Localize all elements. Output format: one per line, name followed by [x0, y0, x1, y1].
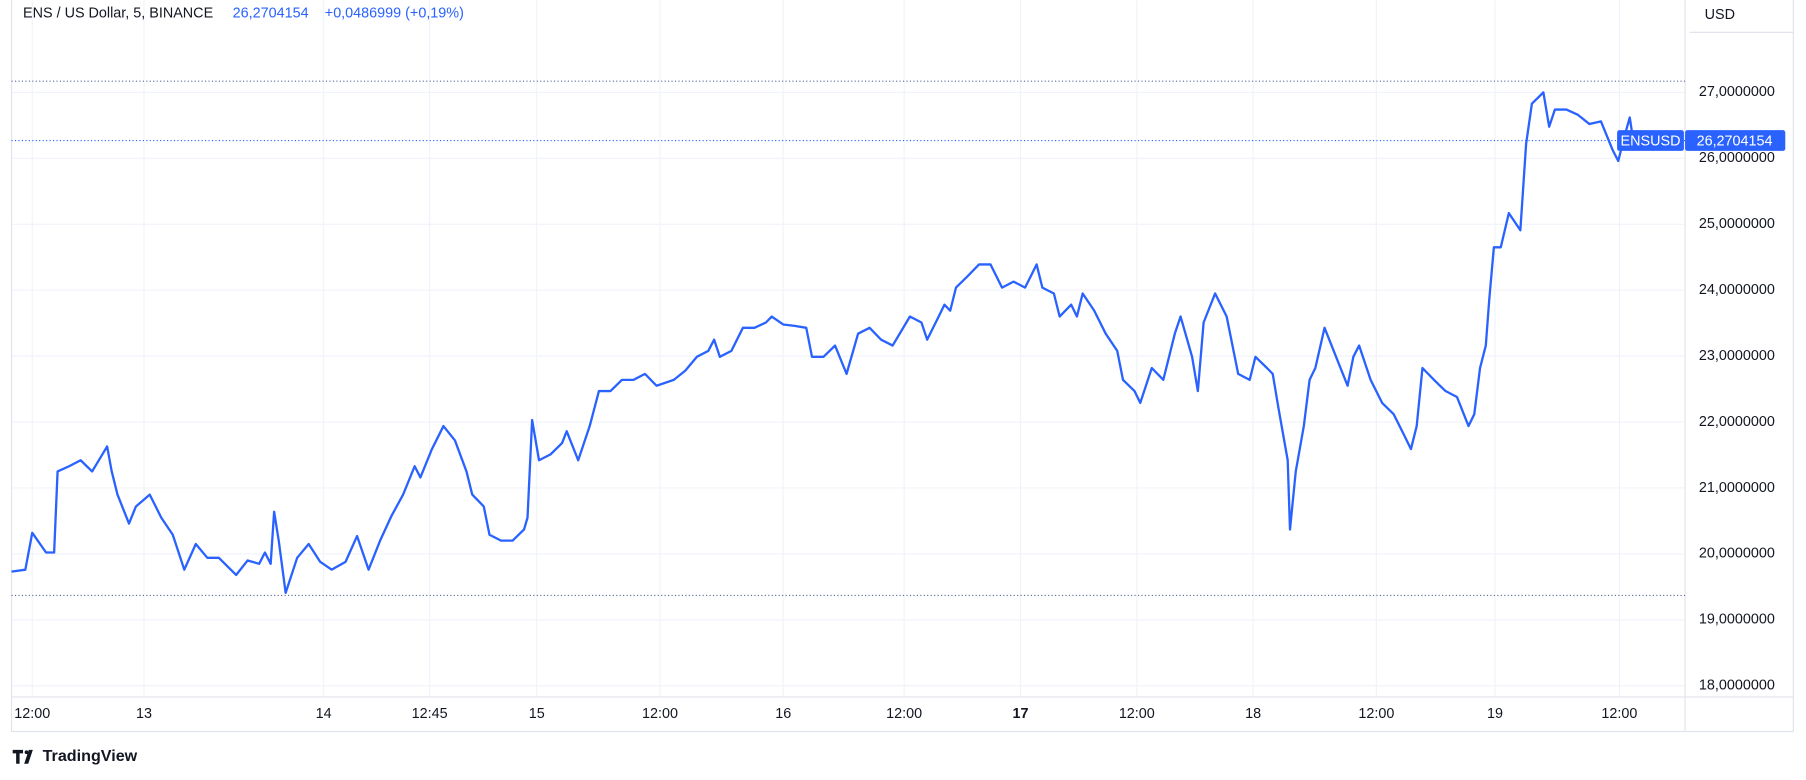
- plot: [11, 80, 1686, 597]
- x-tick-label: 19: [1487, 706, 1503, 722]
- brand-name: TradingView: [43, 747, 138, 765]
- price-line: [11, 91, 1635, 594]
- x-tick-label: 13: [136, 706, 152, 722]
- y-tick-label: 23,0000000: [1699, 348, 1775, 364]
- x-tick-label: 12:00: [886, 706, 922, 722]
- price-label: 26,2704154: [1697, 133, 1773, 149]
- series-label-box: [1617, 130, 1684, 151]
- x-tick-label: 12:45: [412, 706, 448, 722]
- logo-dot: [24, 750, 29, 755]
- y-tick-label: 22,0000000: [1699, 414, 1775, 430]
- y-tick-label: 25,0000000: [1699, 216, 1775, 232]
- x-tick-label: 18: [1245, 706, 1261, 722]
- x-tick-label: 14: [316, 706, 332, 722]
- y-tick-label: 20,0000000: [1699, 546, 1775, 562]
- x-tick-label: 12:00: [1601, 706, 1637, 722]
- symbol-title: ENS / US Dollar, 5, BINANCE: [23, 6, 213, 22]
- currency[interactable]: USD: [1705, 7, 1735, 23]
- logo-icon: [12, 749, 33, 764]
- x-tick-label: 12:00: [1358, 706, 1394, 722]
- x-tick-label: 16: [775, 706, 791, 722]
- series-label: ENSUSD: [1621, 133, 1681, 149]
- grid: [11, 0, 1686, 697]
- brand-logo[interactable]: TradingView: [12, 747, 138, 765]
- y-tick-label: 24,0000000: [1699, 282, 1775, 298]
- x-tick-label: 12:00: [1119, 706, 1155, 722]
- y-tick-label: 19,0000000: [1699, 612, 1775, 628]
- y-tick-label: 26,0000000: [1699, 150, 1775, 166]
- y-tick-label: 21,0000000: [1699, 480, 1775, 496]
- x-tick-label: 15: [529, 706, 545, 722]
- x-tick-label: 17: [1012, 706, 1028, 722]
- header-price: 26,2704154: [233, 6, 309, 22]
- y-tick-label: 18,0000000: [1699, 678, 1775, 694]
- y-tick-label: 27,0000000: [1699, 84, 1775, 100]
- x-tick-label: 12:00: [642, 706, 678, 722]
- x-tick-label: 12:00: [14, 706, 50, 722]
- header-change: +0,0486999 (+0,19%): [325, 6, 464, 22]
- price-label-box: [1685, 130, 1786, 151]
